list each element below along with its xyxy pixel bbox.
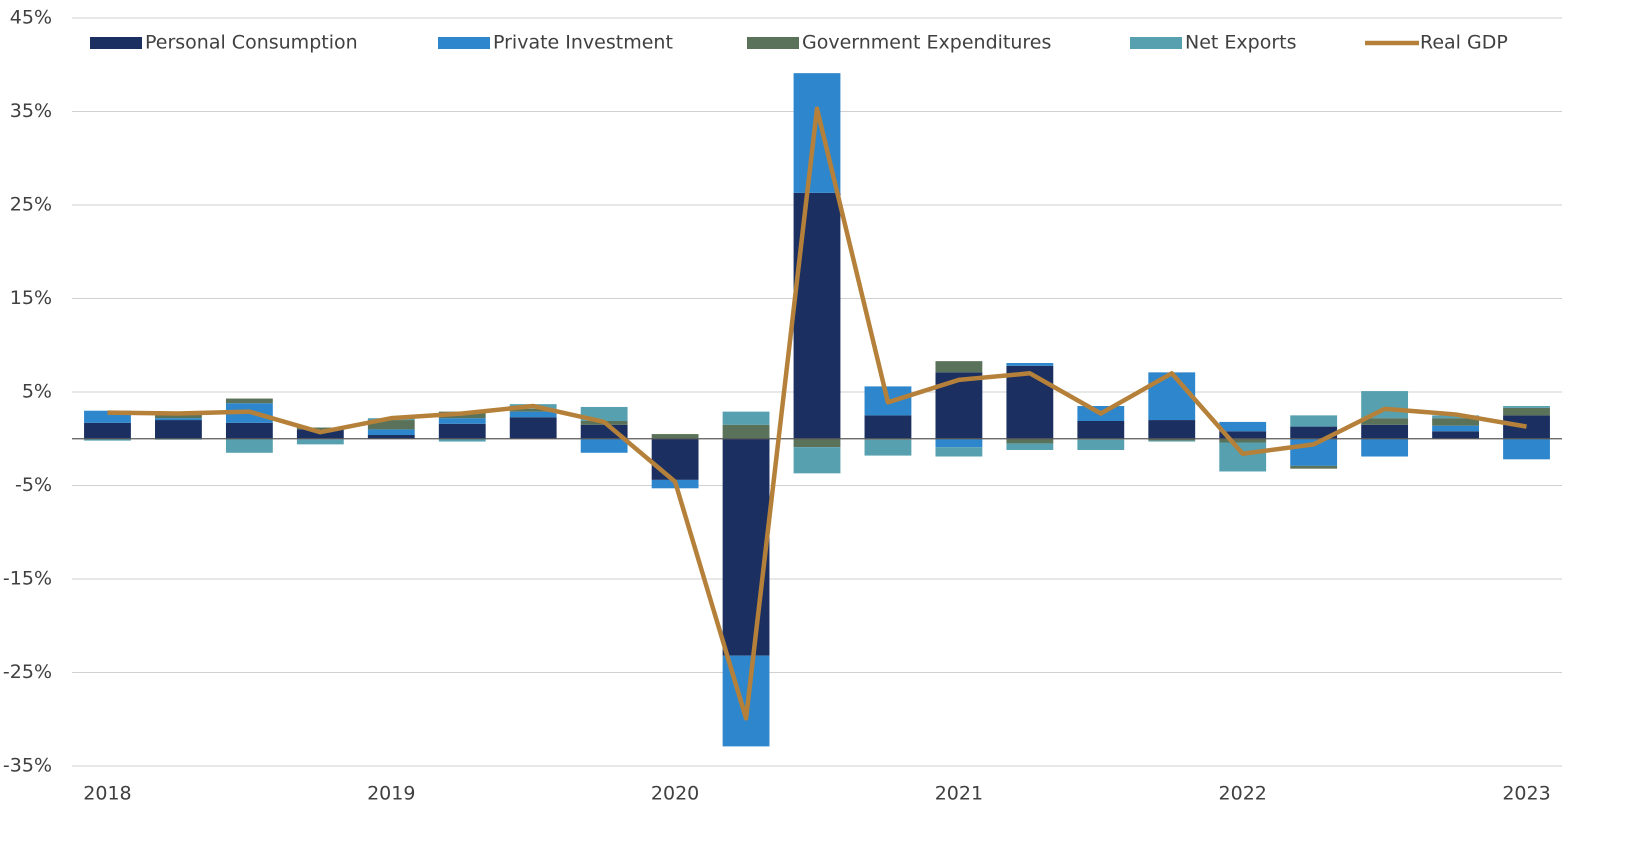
bar-segment — [1361, 391, 1409, 419]
x-tick-label: 2020 — [651, 783, 699, 805]
bar-segment — [1503, 415, 1550, 439]
bar-segment — [155, 418, 202, 421]
bar-segment — [1432, 418, 1479, 426]
bar-segment — [1077, 439, 1125, 450]
bar-segment — [935, 438, 983, 448]
bar-segment — [225, 438, 273, 453]
x-tick-label: 2023 — [1502, 783, 1550, 805]
bar-segment — [225, 422, 273, 439]
bar-segment — [438, 438, 486, 442]
x-tick-label: 2022 — [1219, 783, 1267, 805]
legend-label: Real GDP — [1420, 32, 1508, 54]
bar-segment — [1361, 424, 1409, 439]
y-tick-label: -15% — [3, 568, 52, 590]
legend-label: Personal Consumption — [145, 32, 358, 54]
bar-segment — [509, 411, 557, 418]
bar-segment — [580, 438, 628, 453]
bar-segment — [1148, 372, 1196, 421]
bar-segment — [1006, 363, 1054, 366]
bar-segment — [84, 438, 131, 441]
bar-segment — [438, 423, 486, 439]
bar-segment — [1219, 438, 1267, 443]
bar-segment — [1361, 418, 1409, 425]
bar-segment — [1219, 431, 1267, 439]
bar-segment — [509, 417, 557, 439]
bar-segment — [1148, 440, 1196, 442]
bar-segment — [722, 438, 770, 656]
bar-segment — [1290, 426, 1338, 439]
bar-segment — [296, 427, 344, 430]
bar-segment — [935, 372, 983, 439]
bar-segment — [580, 424, 628, 439]
bar-segment — [1006, 438, 1054, 444]
bar-segment — [722, 411, 770, 425]
bar-segment — [509, 408, 557, 412]
bar-segment — [1148, 420, 1196, 439]
bar-segment — [793, 438, 841, 448]
bar-segment — [155, 420, 202, 439]
bar-segment — [84, 422, 131, 439]
y-tick-label: -5% — [15, 474, 52, 496]
bar-segment — [296, 439, 344, 445]
x-tick-label: 2018 — [83, 783, 131, 805]
bar-segment — [1432, 431, 1479, 439]
bar-segment — [651, 434, 699, 439]
legend-swatch — [438, 37, 490, 49]
bar-segment — [1219, 421, 1267, 432]
bar-segment — [1503, 406, 1550, 408]
y-tick-label: -25% — [3, 661, 52, 683]
bar-segment — [367, 435, 415, 439]
y-tick-label: 45% — [10, 7, 52, 29]
bar-segment — [1503, 407, 1550, 416]
bar-segment — [722, 424, 770, 439]
legend-swatch — [90, 37, 142, 49]
y-tick-label: 35% — [10, 100, 52, 122]
bar-segment — [438, 418, 486, 424]
bar-segment — [1006, 365, 1054, 439]
y-tick-label: -35% — [3, 755, 52, 777]
y-tick-label: 15% — [10, 287, 52, 309]
bar-segment — [1006, 443, 1054, 450]
bar-segment — [1503, 438, 1550, 460]
bar-segment — [1219, 442, 1267, 472]
line-series — [107, 106, 1527, 721]
bar-segment — [225, 398, 273, 404]
bar-segment — [1432, 415, 1479, 419]
bar-segment — [793, 447, 841, 474]
bar-segment — [651, 438, 699, 480]
legend-label: Government Expenditures — [802, 32, 1051, 54]
bar-segment — [1290, 415, 1338, 427]
bar-segment — [793, 192, 841, 439]
bar-segment — [935, 361, 983, 373]
legend-label: Net Exports — [1185, 32, 1297, 54]
x-tick-label: 2021 — [935, 783, 983, 805]
bar-segment — [367, 429, 415, 436]
x-tick-label: 2019 — [367, 783, 415, 805]
legend-label: Private Investment — [493, 32, 673, 54]
bar-segment — [367, 420, 415, 430]
bar-segment — [1290, 465, 1338, 469]
bar-segment — [935, 447, 983, 457]
bar-segment — [1077, 420, 1125, 439]
legend-swatch — [1130, 37, 1182, 49]
legend-swatch — [747, 37, 799, 49]
bar-segment — [1148, 438, 1196, 441]
bar-segment — [1432, 425, 1479, 432]
bar-segment — [864, 439, 912, 456]
y-tick-label: 5% — [22, 381, 52, 403]
y-tick-label: 25% — [10, 194, 52, 216]
bar-segment — [1361, 438, 1409, 457]
bar-segment — [155, 413, 202, 419]
bar-segment — [864, 415, 912, 439]
